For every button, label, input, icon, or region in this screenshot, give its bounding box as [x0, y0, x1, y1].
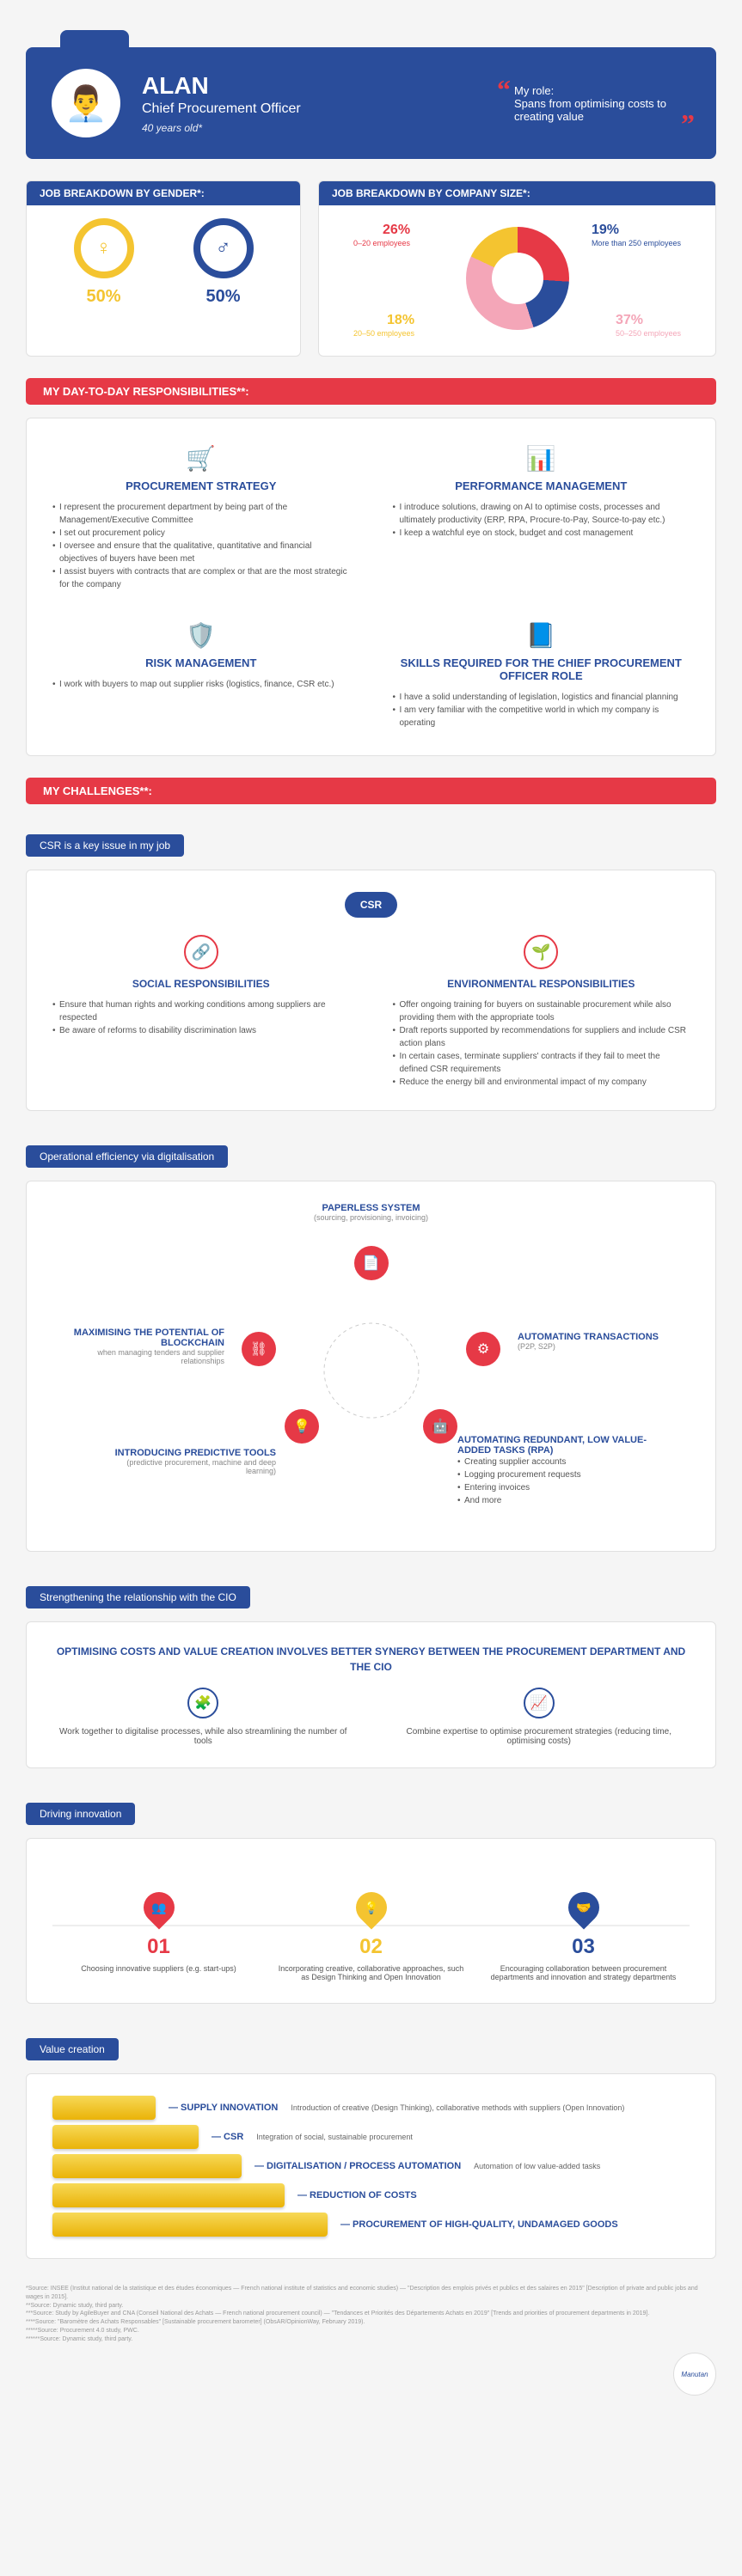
- responsibility-item: 🛡️ RISK MANAGEMENTI work with buyers to …: [52, 621, 350, 729]
- pyramid-row: — CSR Integration of social, sustainable…: [52, 2125, 690, 2149]
- breakdown-row: JOB BREAKDOWN BY GENDER*: ♀ 50% ♂ 50% JOB…: [26, 180, 716, 357]
- pie-chart: 26% 0–20 employees 19% More than 250 emp…: [336, 218, 698, 339]
- cio-column: 🧩Work together to digitalise processes, …: [52, 1688, 354, 1746]
- pyramid-row: — SUPPLY INNOVATION Introduction of crea…: [52, 2096, 690, 2120]
- cio-bar: Strengthening the relationship with the …: [26, 1586, 250, 1608]
- person-age: 40 years old*: [142, 122, 480, 134]
- digi-node-left: MAXIMISING THE POTENTIAL OF BLOCKCHAIN w…: [52, 1328, 224, 1365]
- digitalisation-diagram: PAPERLESS SYSTEM (sourcing, provisioning…: [52, 1203, 690, 1529]
- csr-column: 🌱ENVIRONMENTAL RESPONSIBILITIESOffer ong…: [393, 935, 690, 1089]
- responsibilities-grid: 🛒 PROCUREMENT STRATEGYI represent the pr…: [26, 418, 716, 756]
- folder-tab: [60, 30, 129, 52]
- quote-label: My role:: [514, 84, 678, 97]
- rpa-list: Creating supplier accountsLogging procur…: [457, 1456, 664, 1507]
- csr-columns: 🔗SOCIAL RESPONSIBILITIESEnsure that huma…: [52, 935, 690, 1089]
- header-text: ALAN Chief Procurement Officer 40 years …: [142, 72, 480, 134]
- digi-dot-right: ⚙: [466, 1332, 500, 1366]
- cio-columns: 🧩Work together to digitalise processes, …: [52, 1688, 690, 1746]
- responsibility-item: 🛒 PROCUREMENT STRATEGYI represent the pr…: [52, 444, 350, 591]
- center-circle: [320, 1319, 423, 1422]
- value-bar: Value creation: [26, 2038, 119, 2060]
- pie-label-tr: 19% More than 250 employees: [592, 223, 681, 248]
- innovation-item: 👥 01 Choosing innovative suppliers (e.g.…: [52, 1926, 265, 1981]
- digi-node-top: PAPERLESS SYSTEM (sourcing, provisioning…: [285, 1203, 457, 1222]
- pyramid-row: — DIGITALISATION / PROCESS AUTOMATION Au…: [52, 2154, 690, 2178]
- value-pyramid: — SUPPLY INNOVATION Introduction of crea…: [52, 2096, 690, 2237]
- value-box: — SUPPLY INNOVATION Introduction of crea…: [26, 2073, 716, 2259]
- innovation-bar: Driving innovation: [26, 1803, 135, 1825]
- pie-label-tl: 26% 0–20 employees: [353, 223, 410, 248]
- gender-row: ♀ 50% ♂ 50%: [44, 218, 283, 307]
- gender-item: ♂ 50%: [193, 218, 254, 307]
- challenges-bar: MY CHALLENGES**:: [26, 778, 716, 804]
- digi-node-br: AUTOMATING REDUNDANT, LOW VALUE-ADDED TA…: [457, 1435, 664, 1507]
- pie-label-br: 37% 50–250 employees: [616, 313, 681, 339]
- logo-area: Manutan: [26, 2353, 716, 2396]
- innovation-item: 💡 02 Incorporating creative, collaborati…: [265, 1926, 477, 1981]
- digi-node-right: AUTOMATING TRANSACTIONS (P2P, S2P): [518, 1332, 690, 1351]
- header-card: 👨‍💼 ALAN Chief Procurement Officer 40 ye…: [26, 47, 716, 159]
- donut-chart: [466, 227, 569, 330]
- person-name: ALAN: [142, 72, 480, 100]
- digi-dot-bl: 💡: [285, 1409, 319, 1444]
- gender-panel: JOB BREAKDOWN BY GENDER*: ♀ 50% ♂ 50%: [26, 180, 301, 357]
- csr-bar: CSR is a key issue in my job: [26, 834, 184, 857]
- cio-box: OPTIMISING COSTS AND VALUE CREATION INVO…: [26, 1621, 716, 1768]
- person-title: Chief Procurement Officer: [142, 101, 480, 117]
- digitalisation-bar: Operational efficiency via digitalisatio…: [26, 1145, 228, 1168]
- innovation-box: 👥 01 Choosing innovative suppliers (e.g.…: [26, 1838, 716, 2004]
- cio-headline: OPTIMISING COSTS AND VALUE CREATION INVO…: [52, 1644, 690, 1675]
- pie-label-bl: 18% 20–50 employees: [353, 313, 414, 339]
- footnotes: *Source: INSEE (Institut national de la …: [26, 2285, 716, 2344]
- gender-panel-title: JOB BREAKDOWN BY GENDER*:: [27, 181, 300, 205]
- innovation-row: 👥 01 Choosing innovative suppliers (e.g.…: [52, 1925, 690, 1981]
- gender-item: ♀ 50%: [74, 218, 134, 307]
- pyramid-row: — REDUCTION OF COSTS: [52, 2183, 690, 2207]
- avatar: 👨‍💼: [52, 69, 120, 137]
- size-panel-title: JOB BREAKDOWN BY COMPANY SIZE*:: [319, 181, 715, 205]
- brand-logo: Manutan: [673, 2353, 716, 2396]
- cio-column: 📈Combine expertise to optimise procureme…: [389, 1688, 690, 1746]
- csr-box: CSR 🔗SOCIAL RESPONSIBILITIESEnsure that …: [26, 870, 716, 1111]
- digi-dot-left: ⛓: [242, 1332, 276, 1366]
- responsibility-item: 📘 SKILLS REQUIRED FOR THE CHIEF PROCUREM…: [393, 621, 690, 729]
- quote-text: Spans from optimising costs to creating …: [514, 97, 678, 123]
- role-quote: My role: Spans from optimising costs to …: [501, 84, 690, 123]
- csr-node: CSR: [345, 892, 397, 918]
- digi-node-bl: INTRODUCING PREDICTIVE TOOLS (predictive…: [104, 1448, 276, 1475]
- digitalisation-box: PAPERLESS SYSTEM (sourcing, provisioning…: [26, 1181, 716, 1552]
- responsibility-item: 📊 PERFORMANCE MANAGEMENTI introduce solu…: [393, 444, 690, 591]
- responsibilities-bar: MY DAY-TO-DAY RESPONSIBILITIES**:: [26, 378, 716, 405]
- page: 👨‍💼 ALAN Chief Procurement Officer 40 ye…: [0, 0, 742, 2421]
- innovation-item: 🤝 03 Encouraging collaboration between p…: [477, 1926, 690, 1981]
- company-size-panel: JOB BREAKDOWN BY COMPANY SIZE*: 26% 0–20…: [318, 180, 716, 357]
- digi-dot-top: 📄: [354, 1246, 389, 1280]
- digi-dot-br: 🤖: [423, 1409, 457, 1444]
- donut-hole: [492, 253, 543, 304]
- csr-column: 🔗SOCIAL RESPONSIBILITIESEnsure that huma…: [52, 935, 350, 1089]
- pyramid-row: — PROCUREMENT OF HIGH-QUALITY, UNDAMAGED…: [52, 2213, 690, 2237]
